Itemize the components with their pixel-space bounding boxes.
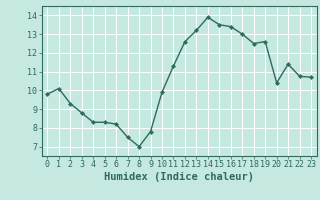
X-axis label: Humidex (Indice chaleur): Humidex (Indice chaleur) xyxy=(104,172,254,182)
